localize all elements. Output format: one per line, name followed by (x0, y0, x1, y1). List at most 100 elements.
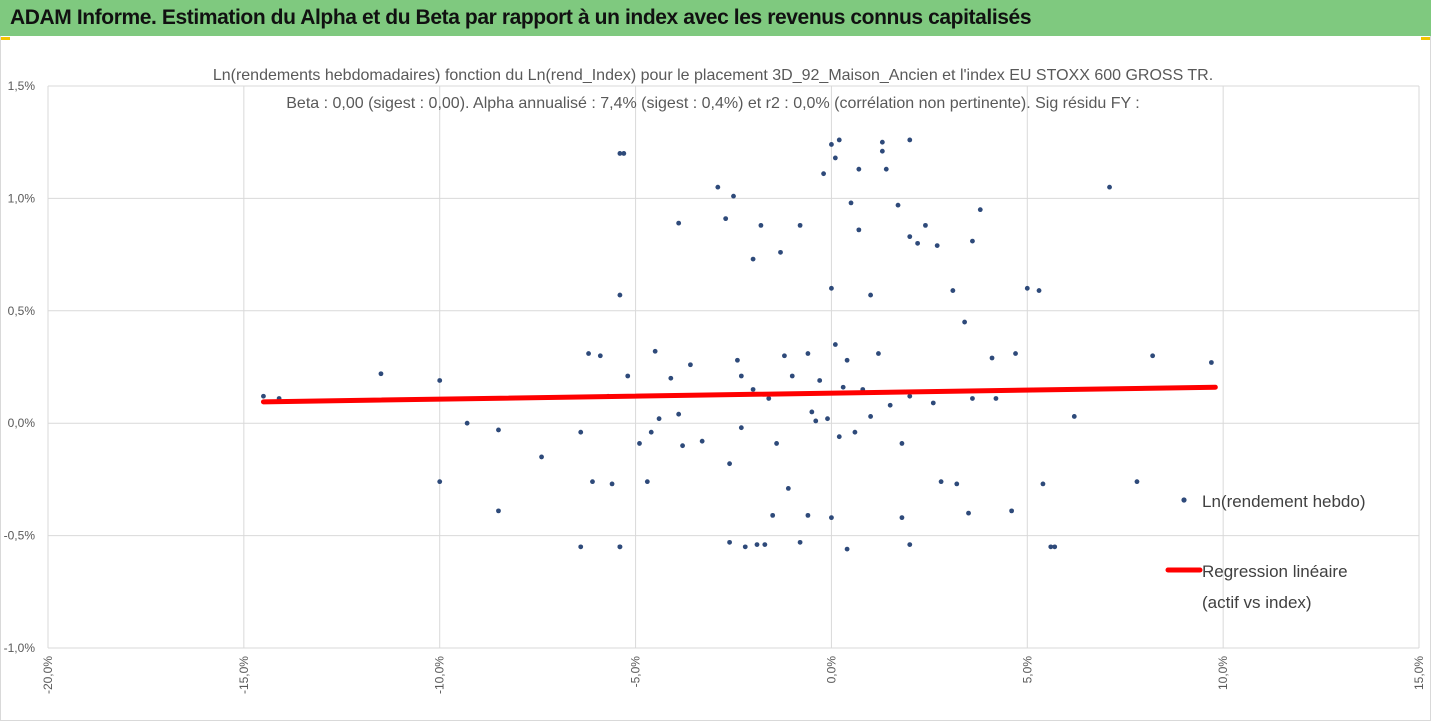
chart-title: Ln(rendements hebdomadaires) fonction du… (213, 67, 1213, 112)
corner-mark-right (1421, 37, 1431, 40)
data-point (907, 542, 913, 547)
data-point (930, 400, 936, 406)
data-point (437, 479, 443, 485)
data-point (770, 512, 776, 518)
x-tick-label: -5,0% (629, 656, 643, 688)
data-point (825, 416, 830, 422)
data-points (261, 137, 1214, 552)
data-point (876, 351, 881, 356)
data-point (829, 285, 834, 291)
data-point (656, 416, 662, 422)
data-point (750, 256, 756, 262)
data-point (977, 207, 983, 213)
legend-marker-points (1181, 497, 1187, 503)
data-point (750, 387, 756, 392)
data-point (597, 353, 603, 359)
data-point (840, 384, 846, 390)
report-title: ADAM Informe. Estimation du Alpha et du … (10, 6, 1032, 29)
data-point (989, 355, 995, 361)
data-point (829, 515, 834, 521)
data-point (778, 249, 783, 255)
data-point (715, 184, 721, 190)
data-point (829, 142, 834, 147)
data-point (1040, 481, 1046, 487)
chart-title-line-2: Beta : 0,00 (sigest : 0,00). Alpha annua… (286, 95, 1140, 112)
data-point (970, 238, 975, 244)
data-point (668, 375, 674, 381)
data-point (1009, 508, 1015, 514)
y-tick-label: -0,5% (4, 529, 36, 543)
data-point (938, 479, 944, 485)
x-tick-label: -15,0% (237, 656, 251, 694)
data-point (782, 353, 787, 359)
data-point (879, 148, 885, 154)
data-point (836, 137, 842, 143)
x-axis-ticks: -20,0% -15,0% -10,0% -5,0% 0,0% 5,0% 10,0% 15,0… (41, 656, 1426, 694)
data-point (1208, 360, 1214, 365)
data-point (856, 227, 862, 233)
data-point (699, 438, 705, 444)
x-tick-label: -10,0% (433, 656, 447, 694)
data-point (758, 222, 764, 228)
regression-line (260, 384, 1218, 405)
x-tick-label: 15,0% (1412, 656, 1426, 690)
data-point (966, 510, 971, 516)
data-point (676, 411, 682, 417)
scatter-chart: Ln(rendements hebdomadaires) fonction du… (4, 67, 1426, 694)
data-point (727, 461, 732, 467)
data-point (907, 137, 913, 143)
data-point (261, 393, 266, 399)
x-tick-label: -20,0% (41, 656, 55, 694)
data-point (817, 378, 823, 383)
data-point (754, 542, 760, 547)
data-point (907, 393, 913, 399)
data-point (590, 479, 595, 485)
data-point (1107, 184, 1112, 190)
data-point (437, 378, 443, 383)
data-point (868, 414, 873, 419)
data-point (723, 216, 729, 222)
data-point (762, 542, 768, 547)
data-point (789, 373, 795, 379)
data-point (797, 539, 803, 545)
legend-label-regression-2: (actif vs index) (1202, 593, 1312, 612)
data-point (785, 485, 791, 491)
data-point (954, 481, 960, 487)
data-point (856, 166, 862, 172)
data-point (617, 151, 623, 156)
y-tick-label: -1,0% (4, 641, 36, 655)
data-point (821, 171, 826, 177)
data-point (496, 508, 501, 514)
data-point (688, 362, 693, 368)
x-tick-label: 5,0% (1020, 656, 1034, 684)
data-point (907, 234, 913, 240)
data-point (617, 544, 623, 550)
data-point (915, 240, 921, 246)
data-point (1013, 351, 1018, 356)
data-point (738, 373, 744, 379)
regression-line-group (260, 384, 1218, 405)
data-point (797, 222, 803, 228)
y-axis-ticks: -1,0% -0,5% 0,0% 0,5% 1,0% 1,5% (4, 79, 36, 655)
data-point (899, 515, 905, 521)
data-point (727, 539, 732, 545)
x-tick-label: 10,0% (1216, 656, 1230, 690)
data-point (680, 443, 685, 449)
data-point (950, 288, 956, 293)
data-point (809, 409, 815, 415)
data-point (844, 546, 850, 552)
data-point (805, 512, 811, 518)
data-point (731, 193, 736, 199)
data-point (993, 396, 999, 401)
y-tick-label: 0,5% (8, 304, 36, 318)
y-tick-label: 0,0% (8, 416, 36, 430)
report-header-banner: ADAM Informe. Estimation du Alpha et du … (0, 0, 1431, 36)
data-point (934, 243, 940, 249)
data-point (609, 481, 615, 487)
data-point (813, 418, 819, 424)
data-point (970, 396, 975, 401)
data-point (1134, 479, 1140, 485)
data-point (578, 429, 584, 435)
data-point (1052, 544, 1058, 550)
data-point (774, 441, 779, 446)
